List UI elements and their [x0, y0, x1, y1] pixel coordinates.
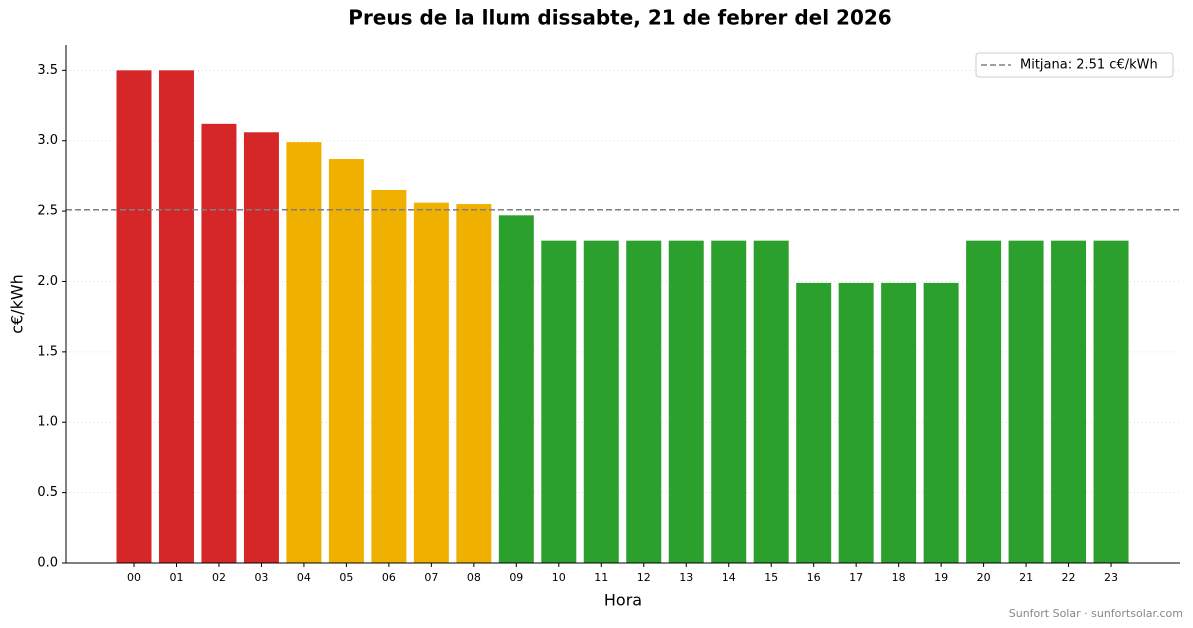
x-tick-label: 01 — [169, 571, 183, 584]
bar — [456, 204, 492, 563]
bar — [796, 282, 832, 563]
x-tick-label: 19 — [934, 571, 948, 584]
bar — [966, 240, 1002, 564]
bar — [371, 189, 407, 563]
bar — [626, 240, 662, 564]
x-tick-label: 07 — [424, 571, 438, 584]
y-tick-label: 0.0 — [37, 556, 58, 571]
bar — [711, 240, 747, 564]
x-tick-label: 04 — [297, 571, 311, 584]
bar — [1051, 240, 1087, 564]
bar — [201, 123, 237, 564]
x-tick-label: 22 — [1062, 571, 1076, 584]
x-tick-label: 03 — [254, 571, 268, 584]
bar — [753, 240, 789, 564]
bar — [158, 70, 194, 563]
x-tick-label: 15 — [764, 571, 778, 584]
y-tick-label: 1.5 — [37, 344, 58, 359]
y-tick-label: 3.0 — [37, 133, 58, 148]
x-tick-label: 11 — [594, 571, 608, 584]
x-tick-label: 16 — [807, 571, 821, 584]
bar — [838, 282, 874, 563]
y-tick-label: 2.5 — [37, 204, 58, 219]
bar — [923, 282, 959, 563]
x-tick-label: 20 — [977, 571, 991, 584]
x-tick-label: 13 — [679, 571, 693, 584]
y-tick-label: 3.5 — [37, 63, 58, 78]
bar — [881, 282, 917, 563]
bar — [583, 240, 619, 564]
bar — [1008, 240, 1044, 564]
x-tick-label: 17 — [849, 571, 863, 584]
x-tick-label: 23 — [1104, 571, 1118, 584]
x-tick-label: 14 — [722, 571, 736, 584]
x-tick-label: 21 — [1019, 571, 1033, 584]
x-tick-label: 05 — [339, 571, 353, 584]
bar — [116, 70, 152, 563]
bar — [668, 240, 704, 564]
bar — [286, 142, 322, 563]
bar — [413, 202, 449, 564]
y-tick-label: 2.0 — [37, 274, 58, 289]
bar — [243, 132, 279, 564]
bar — [541, 240, 577, 564]
y-tick-label: 1.0 — [37, 415, 58, 430]
x-tick-label: 08 — [467, 571, 481, 584]
y-tick-label: 0.5 — [37, 485, 58, 500]
x-tick-label: 02 — [212, 571, 226, 584]
y-axis-label: c€/kWh — [8, 274, 27, 334]
bar — [1093, 240, 1129, 564]
x-tick-label: 10 — [552, 571, 566, 584]
footer: Sunfort Solar · sunfortsolar.com — [1009, 607, 1183, 620]
x-tick-label: 12 — [637, 571, 651, 584]
x-tick-label: 00 — [127, 571, 141, 584]
legend-box — [975, 52, 1174, 78]
x-axis-label: Hora — [604, 591, 642, 610]
legend-label: Mitjana: 2.51 c€/kWh — [1020, 58, 1158, 73]
x-tick-label: 06 — [382, 571, 396, 584]
chart-title: Preus de la llum dissabte, 21 de febrer … — [348, 6, 891, 30]
x-tick-label: 18 — [892, 571, 906, 584]
bar — [328, 159, 364, 564]
x-tick-label: 09 — [509, 571, 523, 584]
bar — [498, 215, 534, 563]
